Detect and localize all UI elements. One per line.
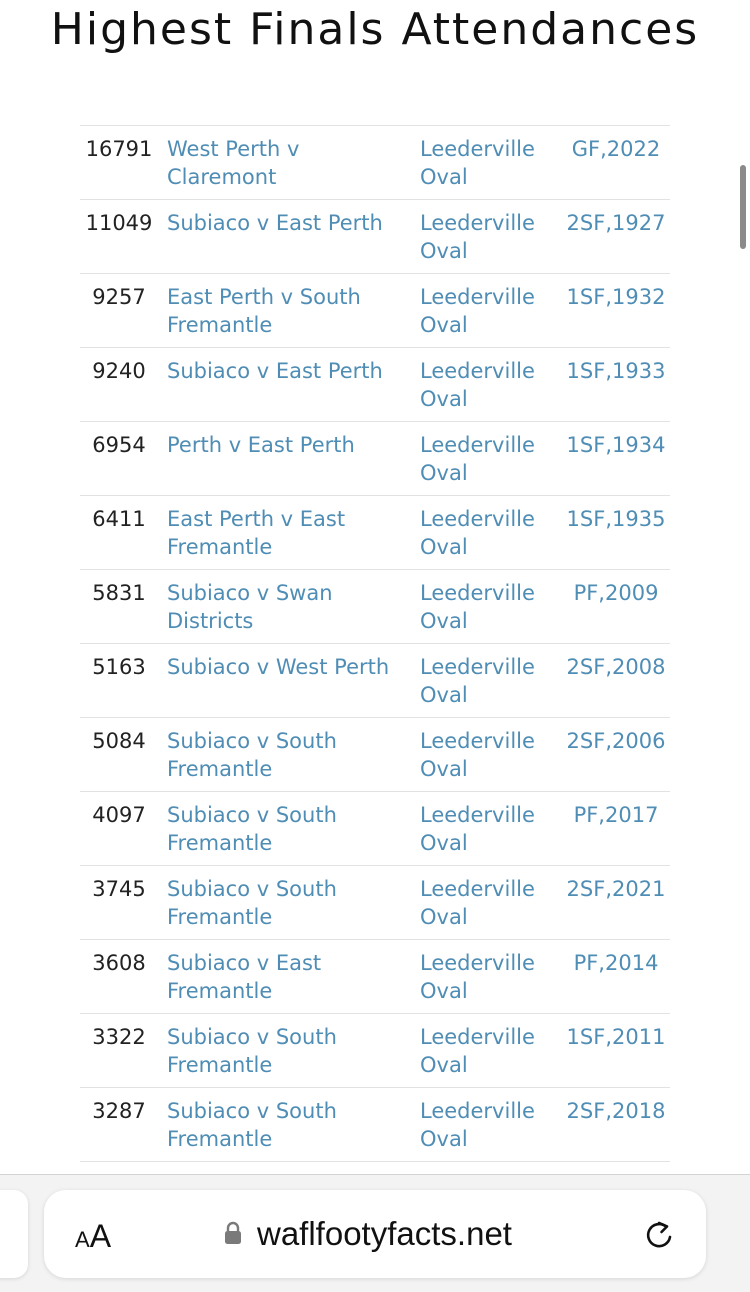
- match-link[interactable]: East Perth v East Fremantle: [167, 507, 346, 559]
- url-domain[interactable]: waflfootyfacts.net: [257, 1215, 512, 1252]
- round-link[interactable]: PF,2017: [573, 803, 659, 827]
- attendance-cell: 3608: [92, 951, 146, 975]
- match-link[interactable]: Subiaco v South Fremantle: [167, 877, 337, 929]
- venue-link[interactable]: Leederville Oval: [420, 1025, 535, 1077]
- round-link[interactable]: 1SF,1932: [566, 285, 666, 309]
- match-link[interactable]: Subiaco v East Perth: [167, 359, 383, 383]
- match-link[interactable]: Subiaco v South Fremantle: [167, 1025, 337, 1077]
- match-link[interactable]: West Perth v Claremont: [167, 137, 300, 189]
- table-row: 3322 Subiaco v South Fremantle Leederville…: [80, 1013, 670, 1087]
- table-row: 9240 Subiaco v East Perth Leederville Oval…: [80, 347, 670, 421]
- table-row: 3287 Subiaco v South Fremantle Leederville…: [80, 1087, 670, 1162]
- table-row: 16791 West Perth v Claremont Leederville O…: [80, 125, 670, 199]
- match-link[interactable]: Subiaco v South Fremantle: [167, 729, 337, 781]
- round-link[interactable]: 1SF,1933: [566, 359, 666, 383]
- table-row: 5163 Subiaco v West Perth Leederville Oval…: [80, 643, 670, 717]
- round-link[interactable]: 1SF,1935: [566, 507, 666, 531]
- lock-icon: [225, 1221, 241, 1244]
- table-row: 5084 Subiaco v South Fremantle Leederville…: [80, 717, 670, 791]
- scroll-indicator[interactable]: [740, 165, 746, 249]
- venue-link[interactable]: Leederville Oval: [420, 433, 535, 485]
- text-size-big-label: A: [89, 1218, 112, 1254]
- attendance-cell: 4097: [92, 803, 146, 827]
- reload-icon[interactable]: [643, 1218, 677, 1252]
- attendance-cell: 6954: [92, 433, 146, 457]
- text-size-small-label: A: [75, 1227, 90, 1252]
- table-row: 4097 Subiaco v South Fremantle Leederville…: [80, 791, 670, 865]
- match-link[interactable]: Subiaco v East Perth: [167, 211, 383, 235]
- round-link[interactable]: PF,2014: [573, 951, 659, 975]
- round-link[interactable]: 2SF,1927: [566, 211, 666, 235]
- match-link[interactable]: Subiaco v South Fremantle: [167, 803, 337, 855]
- table-row: 3608 Subiaco v East Fremantle Leederville …: [80, 939, 670, 1013]
- address-bar[interactable]: AA waflfootyfacts.net: [44, 1190, 706, 1278]
- match-link[interactable]: Subiaco v Swan Districts: [167, 581, 333, 633]
- attendance-table: 16791 West Perth v Claremont Leederville O…: [80, 125, 670, 1162]
- attendance-cell: 3322: [92, 1025, 146, 1049]
- attendance-cell: 5163: [92, 655, 146, 679]
- browser-toolbar: AA waflfootyfacts.net: [0, 1174, 750, 1292]
- table-row: 6411 East Perth v East Fremantle Leedervil…: [80, 495, 670, 569]
- attendance-cell: 11049: [85, 211, 153, 235]
- round-link[interactable]: PF,2009: [573, 581, 659, 605]
- table-row: 9257 East Perth v South Fremantle Leedervi…: [80, 273, 670, 347]
- match-link[interactable]: Subiaco v West Perth: [167, 655, 390, 679]
- venue-link[interactable]: Leederville Oval: [420, 729, 535, 781]
- match-link[interactable]: Subiaco v East Fremantle: [167, 951, 322, 1003]
- attendance-cell: 5831: [92, 581, 146, 605]
- venue-link[interactable]: Leederville Oval: [420, 877, 535, 929]
- previous-tab-preview[interactable]: [0, 1190, 28, 1278]
- attendance-cell: 9257: [92, 285, 146, 309]
- round-link[interactable]: 1SF,1934: [566, 433, 666, 457]
- venue-link[interactable]: Leederville Oval: [420, 211, 535, 263]
- round-link[interactable]: GF,2022: [571, 137, 661, 161]
- match-link[interactable]: East Perth v South Fremantle: [167, 285, 361, 337]
- attendance-cell: 9240: [92, 359, 146, 383]
- attendance-cell: 16791: [85, 137, 153, 161]
- table-row: 11049 Subiaco v East Perth Leederville Ova…: [80, 199, 670, 273]
- page-title: Highest Finals Attendances: [50, 4, 700, 55]
- venue-link[interactable]: Leederville Oval: [420, 507, 535, 559]
- match-link[interactable]: Subiaco v South Fremantle: [167, 1099, 337, 1151]
- text-size-button[interactable]: AA: [75, 1218, 111, 1255]
- table-row: 6954 Perth v East Perth Leederville Oval 1S…: [80, 421, 670, 495]
- venue-link[interactable]: Leederville Oval: [420, 951, 535, 1003]
- table-row: 3745 Subiaco v South Fremantle Leederville…: [80, 865, 670, 939]
- round-link[interactable]: 1SF,2011: [566, 1025, 666, 1049]
- attendance-cell: 3745: [92, 877, 146, 901]
- venue-link[interactable]: Leederville Oval: [420, 359, 535, 411]
- round-link[interactable]: 2SF,2006: [566, 729, 666, 753]
- round-link[interactable]: 2SF,2008: [566, 655, 666, 679]
- attendance-cell: 3287: [92, 1099, 146, 1123]
- round-link[interactable]: 2SF,2018: [566, 1099, 666, 1123]
- match-link[interactable]: Perth v East Perth: [167, 433, 355, 457]
- venue-link[interactable]: Leederville Oval: [420, 1099, 535, 1151]
- round-link[interactable]: 2SF,2021: [566, 877, 666, 901]
- attendance-cell: 6411: [92, 507, 146, 531]
- venue-link[interactable]: Leederville Oval: [420, 655, 535, 707]
- venue-link[interactable]: Leederville Oval: [420, 803, 535, 855]
- table-row: 5831 Subiaco v Swan Districts Leederville …: [80, 569, 670, 643]
- attendance-cell: 5084: [92, 729, 146, 753]
- venue-link[interactable]: Leederville Oval: [420, 137, 535, 189]
- venue-link[interactable]: Leederville Oval: [420, 581, 535, 633]
- venue-link[interactable]: Leederville Oval: [420, 285, 535, 337]
